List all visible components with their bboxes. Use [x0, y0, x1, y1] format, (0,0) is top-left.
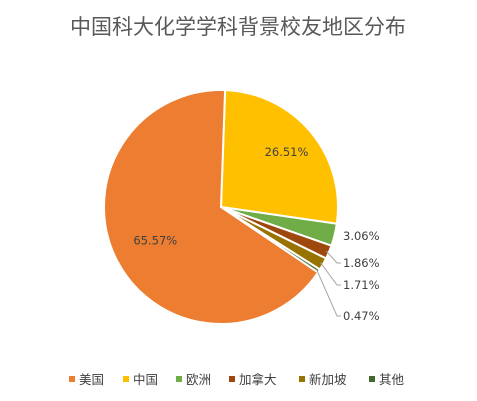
- legend-swatch-3: [229, 376, 235, 382]
- pie-slices: [103, 89, 339, 325]
- legend: 美国 中国 欧洲 加拿大 新加坡 其他: [69, 372, 405, 387]
- data-label-3: 1.86%: [343, 256, 380, 270]
- legend-swatch-0: [69, 376, 75, 382]
- legend-label-5: 其他: [379, 372, 405, 387]
- data-label-5: 0.47%: [343, 309, 380, 323]
- data-label-1: 26.51%: [265, 145, 309, 159]
- data-label-4: 1.71%: [343, 278, 380, 292]
- legend-swatch-5: [369, 376, 375, 382]
- legend-label-4: 新加坡: [309, 372, 347, 387]
- chart-title: 中国科大化学学科背景校友地区分布: [70, 15, 406, 39]
- leader-line-5: [316, 269, 341, 317]
- legend-item-5: 其他: [369, 372, 405, 387]
- pie-slice-0: [103, 89, 320, 325]
- legend-item-4: 新加坡: [299, 372, 347, 387]
- leader-line-3: [325, 250, 341, 264]
- legend-item-1: 中国: [123, 372, 158, 387]
- leader-lines: [316, 250, 341, 317]
- data-label-0: 65.57%: [133, 234, 177, 248]
- legend-label-3: 加拿大: [239, 372, 277, 387]
- legend-swatch-2: [176, 376, 182, 382]
- pie-slice-1: [219, 89, 339, 225]
- data-labels: 65.57% 26.51% 3.06% 1.86% 1.71% 0.47%: [133, 145, 379, 323]
- legend-item-0: 美国: [69, 372, 104, 387]
- data-label-2: 3.06%: [343, 229, 380, 243]
- legend-item-3: 加拿大: [229, 372, 277, 387]
- legend-label-2: 欧洲: [186, 372, 211, 387]
- legend-label-1: 中国: [133, 372, 158, 387]
- leader-line-4: [320, 262, 341, 286]
- legend-swatch-1: [123, 376, 129, 382]
- legend-label-0: 美国: [79, 372, 104, 387]
- legend-swatch-4: [299, 376, 305, 382]
- legend-item-2: 欧洲: [176, 372, 211, 387]
